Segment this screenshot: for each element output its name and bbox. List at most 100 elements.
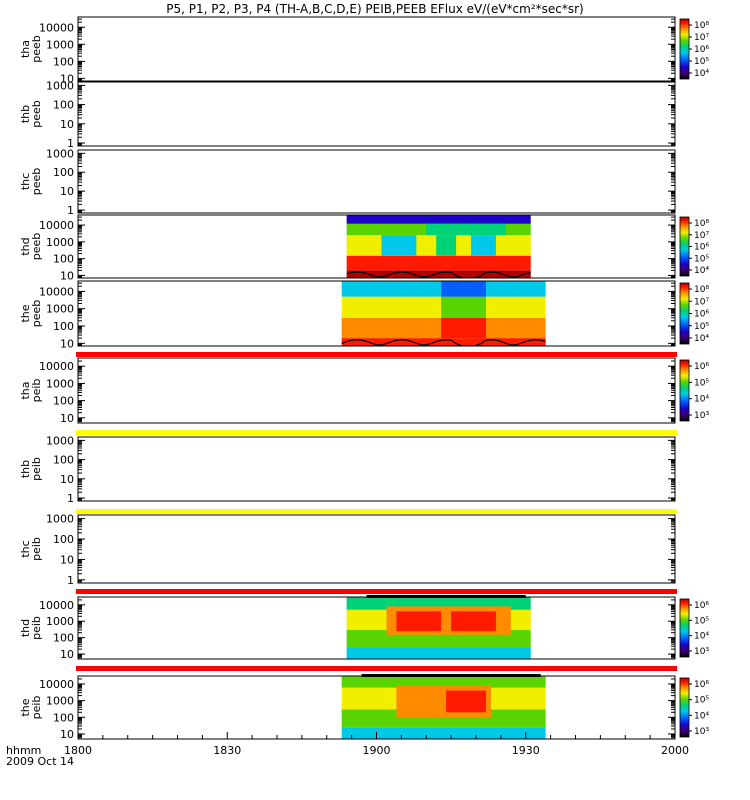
y-tick-label: 100	[53, 632, 74, 645]
y-tick-label: 10000	[39, 285, 74, 298]
panel-label-probe: the	[19, 304, 32, 322]
y-tick-label: 10000	[39, 219, 74, 232]
spectrogram-band	[436, 235, 457, 256]
spectrogram-band	[441, 281, 486, 297]
colorbar-label: 10⁵	[694, 378, 709, 388]
y-tick-label: 10	[60, 269, 74, 282]
colorbar	[679, 677, 690, 738]
spectrogram-band	[426, 223, 506, 236]
y-tick-label: 10000	[39, 21, 74, 34]
spacecraft-potential-line	[341, 339, 546, 347]
panel-label-product: peib	[30, 379, 43, 403]
colorbar-label: 10⁸	[694, 285, 709, 295]
panel-label-probe: thc	[19, 173, 32, 190]
status-bar-yellow	[76, 509, 677, 514]
status-bar-yellow	[76, 430, 677, 435]
y-tick-label: 1000	[46, 615, 74, 628]
colorbar-label: 10⁶	[694, 680, 709, 690]
colorbar-label: 10⁷	[694, 231, 709, 241]
panel-frame	[77, 149, 676, 214]
colorbar-label: 10⁴	[694, 266, 709, 276]
spectrogram-band	[381, 235, 417, 256]
colorbar-label: 10⁷	[694, 297, 709, 307]
spectrogram-band	[346, 270, 531, 278]
panel-label-product: peeb	[30, 35, 43, 63]
spectrogram-band	[471, 235, 496, 256]
panel-label-probe: tha	[19, 40, 32, 58]
panel-label-product: peeb	[30, 300, 43, 328]
panel-frame	[77, 357, 676, 424]
y-tick-label: 10	[60, 72, 74, 85]
colorbar-label: 10⁷	[694, 33, 709, 43]
panel-frame	[77, 436, 676, 502]
x-axis-date: 2009 Oct 14	[6, 755, 74, 768]
spacecraft-potential-line	[346, 271, 531, 279]
status-bar-red	[76, 589, 677, 594]
colorbar-label: 10³	[694, 727, 709, 737]
colorbar-label: 10⁵	[694, 254, 709, 264]
y-tick-label: 100	[53, 395, 74, 408]
colorbar-label: 10⁵	[694, 57, 709, 67]
y-tick-label: 100	[53, 533, 74, 546]
colorbar	[679, 359, 690, 422]
colorbar-label: 10³	[694, 647, 709, 657]
y-tick-label: 100	[53, 711, 74, 724]
colorbar-label: 10⁸	[694, 219, 709, 229]
y-tick-label: 10	[60, 728, 74, 741]
x-tick-label: 1830	[213, 744, 241, 757]
colorbar-label: 10⁵	[694, 322, 709, 332]
y-tick-label: 1	[67, 574, 74, 587]
y-tick-label: 10	[60, 648, 74, 661]
panel-label-probe: tha	[19, 381, 32, 399]
panel-frame	[77, 81, 676, 147]
y-tick-label: 10	[60, 553, 74, 566]
colorbar-label: 10⁴	[694, 334, 709, 344]
colorbar	[679, 216, 690, 277]
y-tick-label: 1	[67, 492, 74, 505]
y-tick-label: 100	[53, 253, 74, 266]
y-tick-label: 10	[60, 473, 74, 486]
spectrogram-band	[441, 296, 486, 318]
panel-label-probe: thd	[19, 619, 32, 637]
y-tick-label: 1000	[46, 513, 74, 526]
y-tick-label: 100	[53, 166, 74, 179]
panel-frame	[77, 16, 676, 82]
y-tick-label: 10	[60, 185, 74, 198]
x-tick-label: 1930	[512, 744, 540, 757]
panel-label-probe: thb	[19, 460, 32, 478]
y-tick-label: 10	[60, 412, 74, 425]
panel-label-probe: thc	[19, 540, 32, 557]
spectrogram-band	[446, 690, 486, 713]
spectrogram-band	[346, 647, 531, 659]
spectrogram-band	[441, 317, 486, 339]
colorbar-label: 10⁴	[694, 711, 709, 721]
colorbar-label: 10⁶	[694, 601, 709, 611]
panel-label-product: peeb	[30, 233, 43, 261]
y-tick-label: 1000	[46, 236, 74, 249]
y-tick-label: 10	[60, 337, 74, 350]
spectrogram-band	[341, 709, 546, 728]
colorbar-label: 10⁵	[694, 616, 709, 626]
x-tick-label: 2000	[661, 744, 689, 757]
colorbar-label: 10⁵	[694, 696, 709, 706]
status-bar-red	[76, 352, 677, 357]
spectrogram-band	[341, 727, 546, 739]
y-tick-label: 100	[53, 320, 74, 333]
panel-label-product: peeb	[30, 100, 43, 128]
y-tick-label: 1	[67, 204, 74, 217]
panel-label-product: peib	[30, 457, 43, 481]
spectrogram-band	[396, 611, 442, 632]
panels-group: 10000100010010thapeeb10⁸10⁷10⁶10⁵10⁴1000…	[19, 16, 709, 741]
spectrogram-band	[341, 676, 546, 688]
y-tick-label: 1000	[46, 147, 74, 160]
spectrogram-band	[346, 215, 531, 224]
x-axis-label: hhmm	[6, 744, 41, 757]
spectrogram-band	[451, 611, 496, 632]
